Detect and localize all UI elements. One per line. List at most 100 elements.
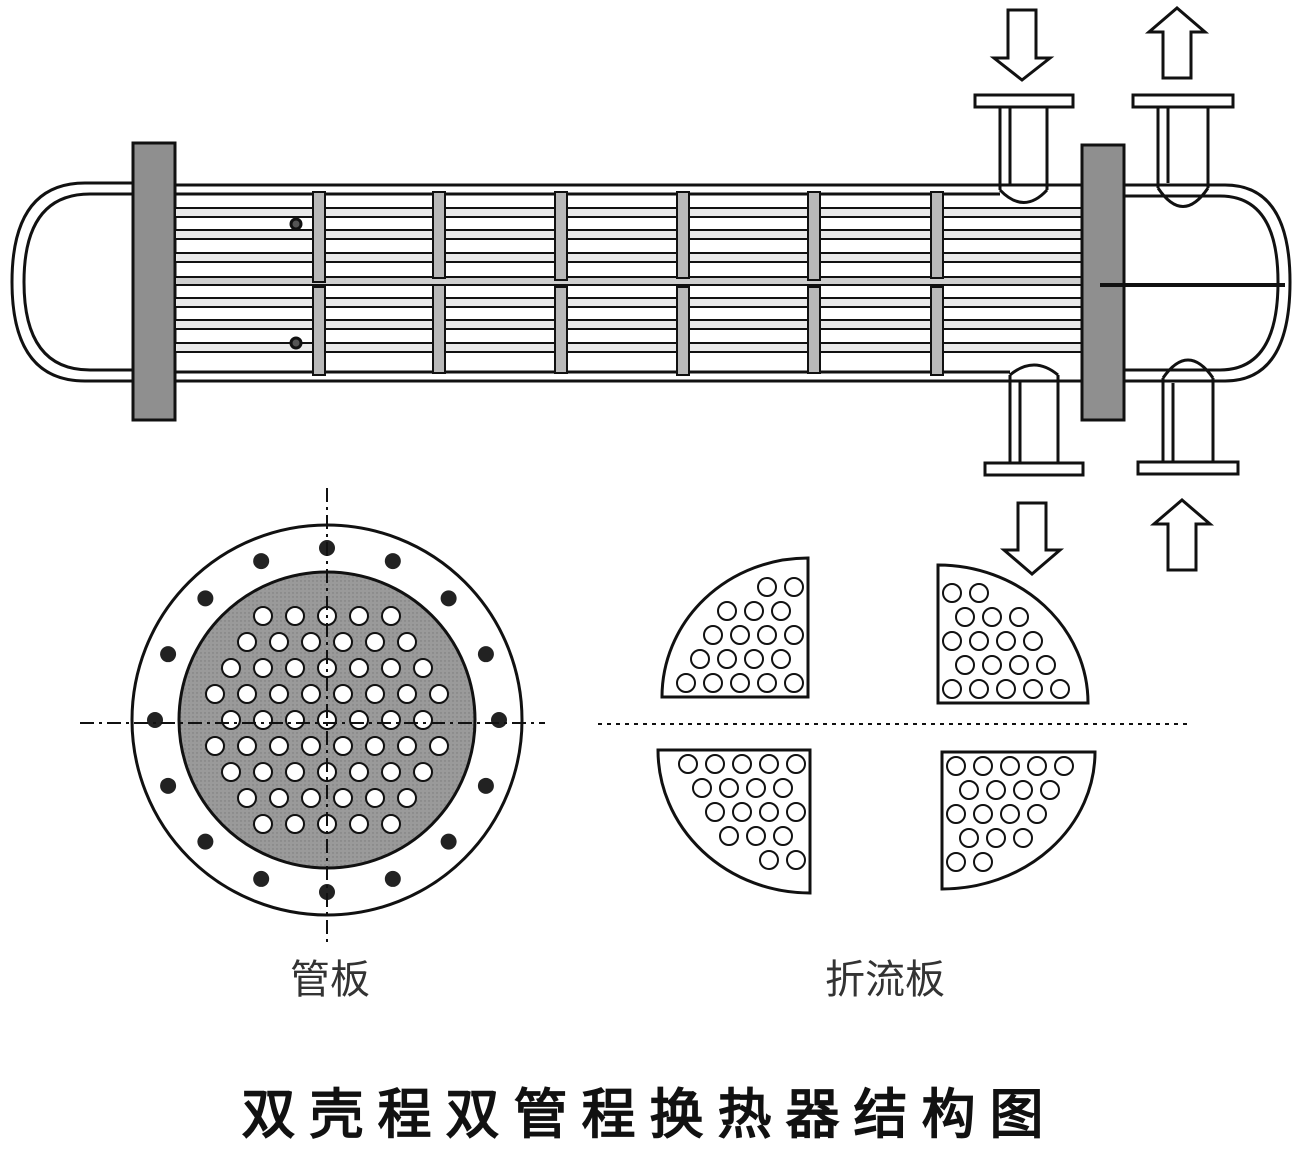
tube-hole bbox=[253, 814, 273, 834]
baffle-hole bbox=[996, 679, 1016, 699]
baffle-hole bbox=[969, 631, 989, 651]
baffle-hole bbox=[982, 607, 1002, 627]
tube-hole bbox=[269, 632, 289, 652]
tube-hole bbox=[365, 788, 385, 808]
tube-hole bbox=[237, 736, 257, 756]
left-head-inner bbox=[22, 192, 140, 372]
tube-hole bbox=[429, 736, 449, 756]
baffle-hole bbox=[676, 673, 696, 693]
bolt-hole bbox=[477, 646, 494, 663]
bolt-hole bbox=[197, 833, 214, 850]
baffle-hole bbox=[730, 673, 750, 693]
baffle-hole bbox=[732, 802, 752, 822]
bolt-hole bbox=[160, 777, 177, 794]
bolt-hole bbox=[440, 590, 457, 607]
tube-hole bbox=[413, 762, 433, 782]
baffle-hole bbox=[982, 655, 1002, 675]
tube-hole bbox=[253, 710, 273, 730]
tube-hole bbox=[237, 632, 257, 652]
tube-hole bbox=[269, 684, 289, 704]
tube-hole bbox=[381, 762, 401, 782]
page-title: 双壳程双管程换热器结构图 bbox=[241, 1083, 1058, 1146]
tube-hole bbox=[301, 788, 321, 808]
baffle-hole bbox=[986, 780, 1006, 800]
baffle-hole bbox=[1036, 655, 1056, 675]
baffle-hole bbox=[946, 804, 966, 824]
tube-hole bbox=[349, 606, 369, 626]
bolt-hole bbox=[253, 553, 270, 570]
tube-holes bbox=[205, 606, 449, 834]
tube-hole bbox=[381, 710, 401, 730]
baffle-hole bbox=[1013, 828, 1033, 848]
tube-hole bbox=[381, 814, 401, 834]
tube-hole bbox=[205, 684, 225, 704]
baffle-hole bbox=[719, 826, 739, 846]
tube-hole bbox=[237, 788, 257, 808]
tube-hole bbox=[413, 710, 433, 730]
tube-hole bbox=[221, 710, 241, 730]
baffle-hole bbox=[773, 826, 793, 846]
flow-arrow-down-icon bbox=[989, 8, 1055, 82]
tube-hole bbox=[285, 658, 305, 678]
tube-hole bbox=[429, 684, 449, 704]
tube-inlet-nozzle bbox=[1136, 358, 1240, 476]
flow-arrow-up-icon bbox=[1144, 6, 1210, 80]
baffle-hole bbox=[771, 601, 791, 621]
baffle-hole bbox=[730, 625, 750, 645]
baffle-hole bbox=[1040, 780, 1060, 800]
bolt-holes bbox=[147, 540, 507, 900]
shell-inlet-nozzle bbox=[973, 93, 1075, 204]
tube-hole bbox=[285, 814, 305, 834]
baffle-hole bbox=[771, 649, 791, 669]
transverse-baffles bbox=[312, 191, 944, 376]
tube-hole bbox=[397, 736, 417, 756]
baffle-hole bbox=[946, 852, 966, 872]
baffle-hole bbox=[703, 673, 723, 693]
baffle-hole bbox=[996, 631, 1016, 651]
tube-hole bbox=[205, 736, 225, 756]
baffle-hole bbox=[757, 577, 777, 597]
tube-hole bbox=[301, 684, 321, 704]
baffle-hole bbox=[786, 850, 806, 870]
baffle-hole bbox=[692, 778, 712, 798]
tube-sheet-label: 管板 bbox=[290, 957, 370, 1003]
tube-hole bbox=[333, 632, 353, 652]
baffle-hole bbox=[942, 679, 962, 699]
baffle-hole bbox=[744, 601, 764, 621]
baffle-hole bbox=[717, 601, 737, 621]
left-head bbox=[10, 181, 140, 383]
baffle-hole bbox=[973, 756, 993, 776]
tube-hole bbox=[333, 684, 353, 704]
baffle-hole bbox=[784, 625, 804, 645]
baffle-hole bbox=[1009, 655, 1029, 675]
baffle-bottom-left bbox=[656, 748, 812, 895]
tube-outlet-nozzle bbox=[1131, 93, 1235, 208]
exchanger-side-view bbox=[10, 93, 1292, 477]
bolt-hole bbox=[197, 590, 214, 607]
baffle-hole bbox=[1023, 679, 1043, 699]
tube-hole bbox=[397, 632, 417, 652]
baffle-hole bbox=[959, 828, 979, 848]
bolt-hole bbox=[160, 646, 177, 663]
baffle-hole bbox=[757, 625, 777, 645]
baffle-hole bbox=[1050, 679, 1070, 699]
bolt-hole bbox=[440, 833, 457, 850]
tube-hole bbox=[381, 606, 401, 626]
baffle-hole bbox=[942, 583, 962, 603]
tube-hole bbox=[365, 632, 385, 652]
tube-hole bbox=[397, 684, 417, 704]
tube-hole bbox=[333, 736, 353, 756]
baffle-hole bbox=[746, 778, 766, 798]
bolt-hole bbox=[384, 870, 401, 887]
tube-hole bbox=[381, 658, 401, 678]
baffle-hole bbox=[773, 778, 793, 798]
tube-hole bbox=[285, 606, 305, 626]
tube-hole bbox=[237, 684, 257, 704]
baffle-hole bbox=[717, 649, 737, 669]
tube-hole bbox=[333, 788, 353, 808]
baffle-hole bbox=[784, 577, 804, 597]
baffle-hole bbox=[955, 607, 975, 627]
baffle-hole bbox=[786, 754, 806, 774]
bolt-hole bbox=[477, 777, 494, 794]
